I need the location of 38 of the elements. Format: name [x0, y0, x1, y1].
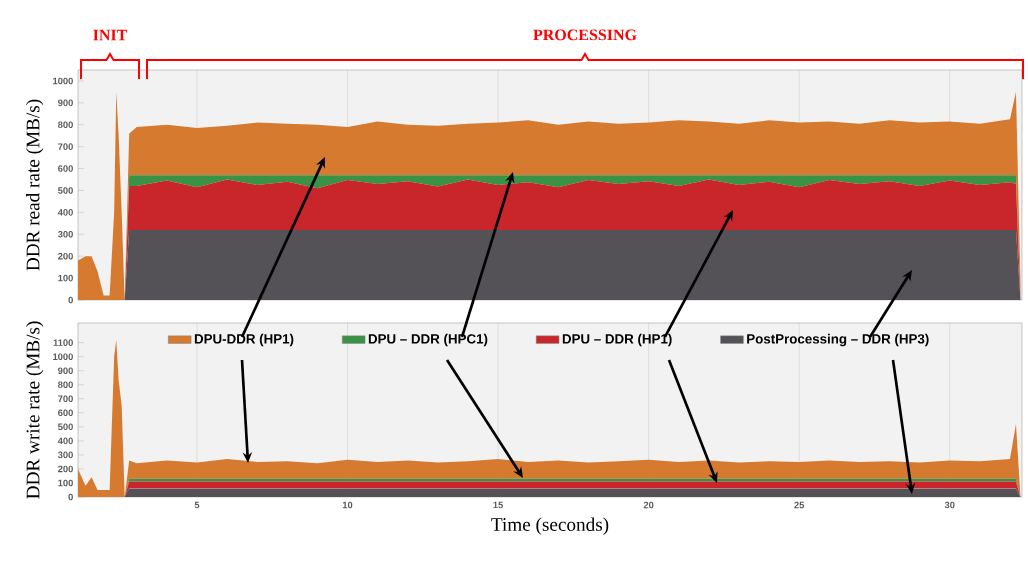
y-tick-label: 500 [58, 187, 73, 194]
y-tick-label: 200 [58, 465, 73, 473]
y-tick-label: 100 [58, 479, 73, 487]
y-tick-label: 700 [58, 395, 73, 403]
x-tick-label: 20 [643, 501, 654, 509]
x-tick-label: 30 [944, 501, 955, 509]
y-tick-label: 100 [58, 274, 73, 282]
y-tick-label: 900 [58, 99, 73, 107]
y-tick-label: 200 [58, 252, 73, 260]
y-tick-label: 600 [58, 409, 73, 417]
y-tick-label: 0 [68, 493, 73, 501]
x-tick-label: 5 [194, 501, 200, 509]
legend-label: PostProcessing – DDR (HP3) [747, 333, 929, 347]
y-tick-label: 800 [58, 121, 73, 129]
y-tick-label: 800 [58, 381, 73, 389]
x-axis-title: Time (seconds) [491, 517, 609, 535]
x-tick-label: 15 [493, 501, 503, 509]
legend-label: DPU-DDR (HP1) [194, 333, 294, 347]
y-tick-label: 0 [68, 296, 73, 304]
y-tick-label: 700 [58, 143, 73, 150]
legend-label: DPU – DDR (HPC1) [368, 333, 488, 347]
x-tick-label: 25 [794, 501, 805, 509]
y-axis-title: DDR write rate (MB/s) [25, 321, 44, 499]
legend-label: DPU – DDR (HP1) [562, 333, 672, 347]
y-tick-label: 1000 [53, 353, 73, 360]
y-axis-title: DDR read rate (MB/s) [25, 99, 44, 271]
y-tick-label: 1000 [53, 77, 73, 85]
y-tick-label: 900 [58, 367, 73, 374]
y-tick-label: 600 [58, 165, 73, 172]
x-tick-label: 10 [342, 501, 353, 509]
y-tick-label: 1100 [53, 339, 73, 346]
text: INIT [93, 29, 128, 41]
y-tick-label: 400 [57, 209, 73, 216]
text: PROCESSING [533, 29, 637, 41]
y-tick-label: 300 [57, 451, 73, 459]
y-tick-label: 500 [58, 423, 73, 431]
y-tick-label: 300 [57, 230, 73, 238]
y-tick-label: 400 [57, 437, 73, 445]
